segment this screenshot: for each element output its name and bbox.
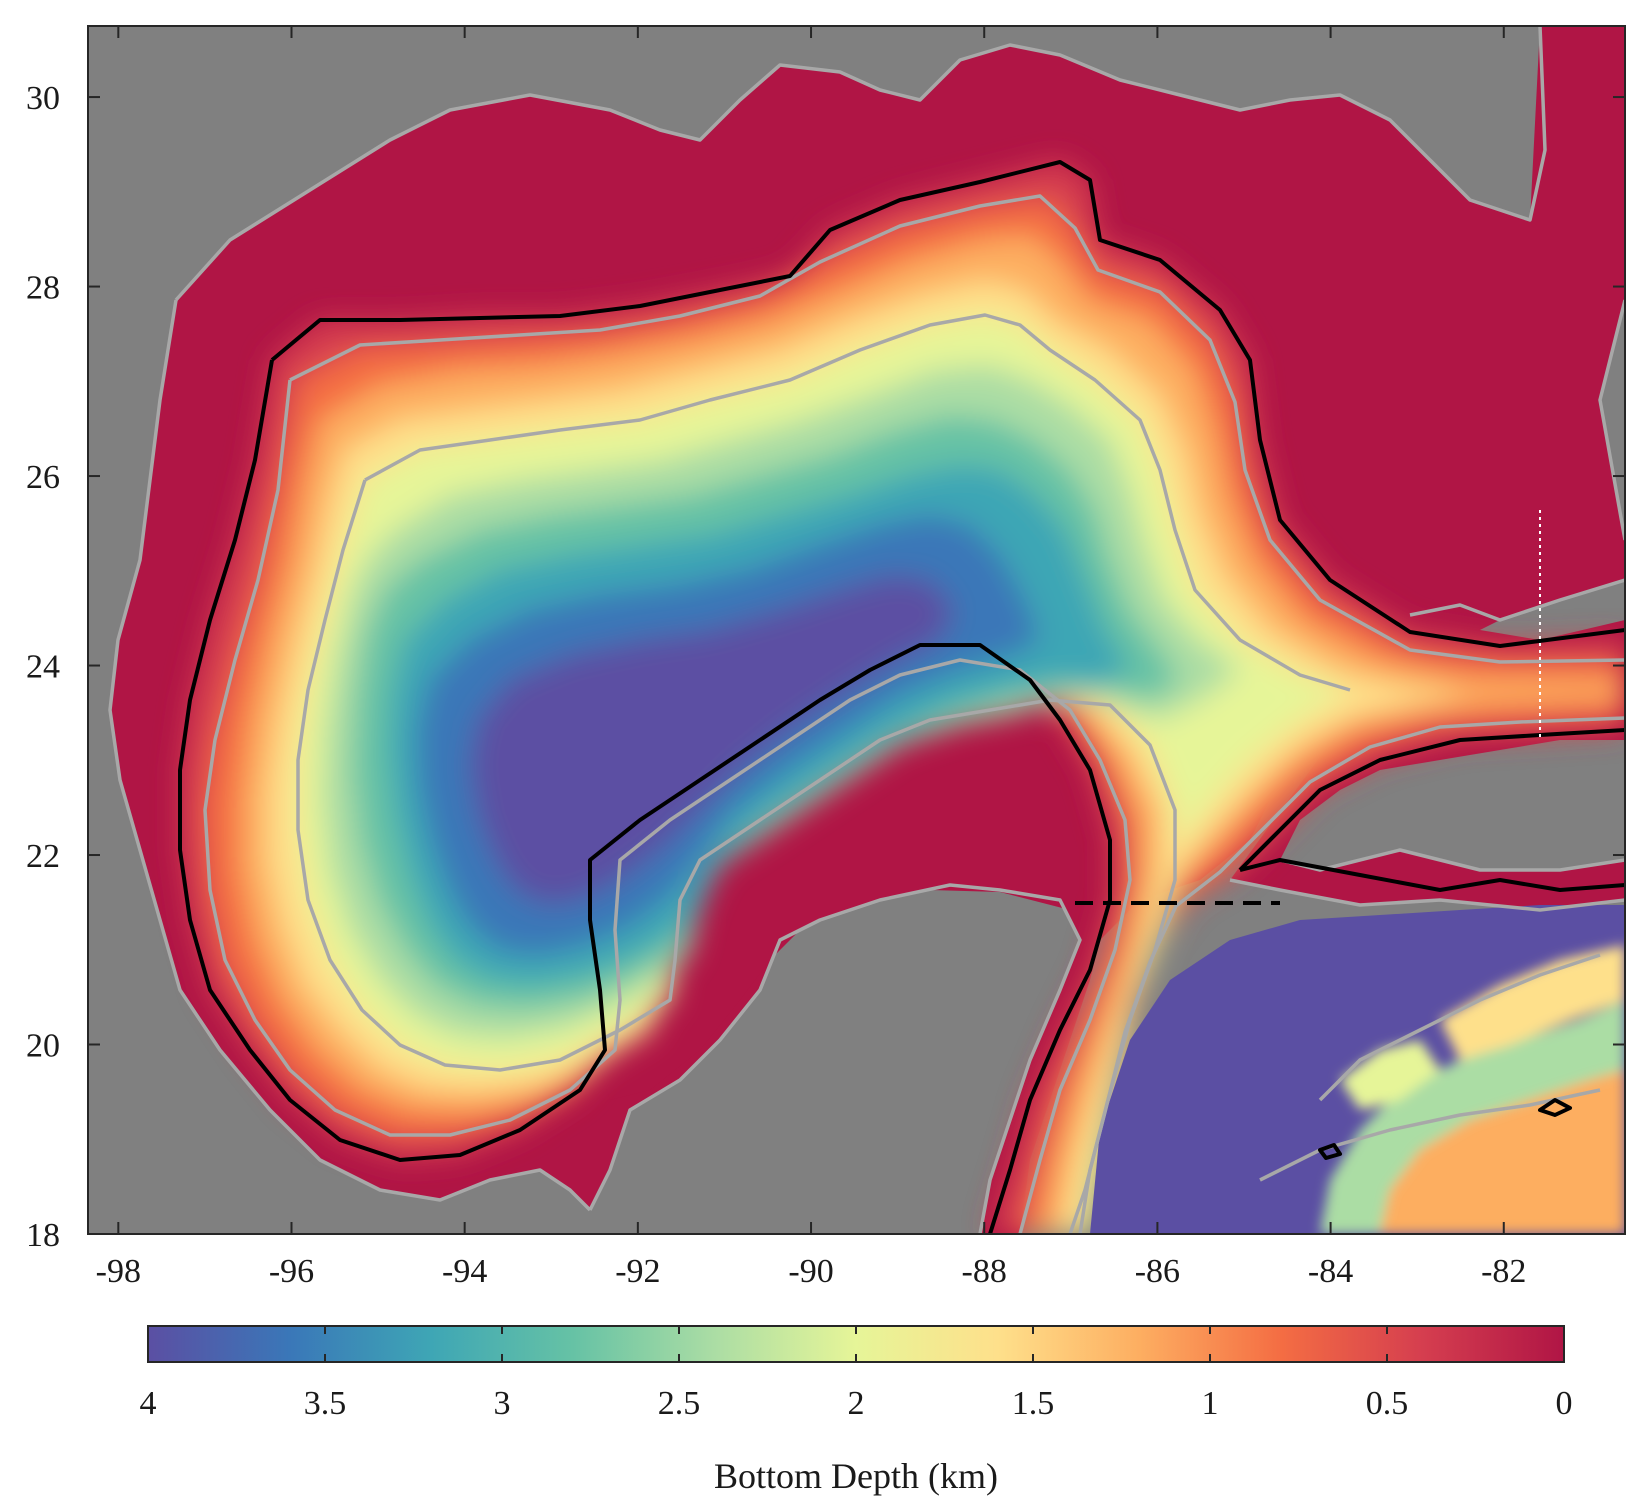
x-axis: -98 -96 -94 -92 -90 -88 -86 -84 -82 [96,26,1526,1290]
y-tick-label: 26 [26,459,60,496]
plot-frame [87,25,1626,1235]
y-tick-label: 18 [26,1217,60,1254]
x-tick-label: -90 [788,1253,833,1290]
colorbar-tick-label: 2 [848,1385,865,1422]
y-tick-label: 30 [26,80,60,117]
colorbar-tick-label: 1 [1202,1385,1219,1422]
gray-isobaths [108,26,1625,1234]
x-tick-label: -94 [442,1253,487,1290]
colorbar: 4 3.5 3 2.5 2 1.5 1 0.5 0 Bottom Depth (km) [140,1325,1573,1496]
black-isobath [178,160,1625,1234]
x-tick-label: -88 [962,1253,1007,1290]
campeche-bank [560,640,1100,1100]
colorbar-tick-label: 0.5 [1366,1385,1409,1422]
colorbar-tick-label: 0 [1556,1385,1573,1422]
x-tick-label: -98 [96,1253,141,1290]
colorbar-ticks: 4 3.5 3 2.5 2 1.5 1 0.5 0 [140,1326,1573,1422]
x-tick-label: -92 [615,1253,660,1290]
colorbar-tick-label: 2.5 [658,1385,701,1422]
colorbar-tick-label: 1.5 [1012,1385,1055,1422]
y-tick-label: 28 [26,270,60,307]
map-panel [88,26,1625,1234]
deep-basin-layers [180,160,1625,1234]
colorbar-tick-label: 3.5 [304,1385,347,1422]
colorbar-title: Bottom Depth (km) [714,1456,998,1496]
y-tick-label: 22 [26,838,60,875]
x-tick-label: -84 [1308,1253,1353,1290]
y-axis: 30 28 26 24 22 20 18 [26,80,1625,1254]
y-tick-label: 20 [26,1028,60,1065]
x-tick-label: -82 [1481,1253,1526,1290]
x-tick-label: -96 [269,1253,314,1290]
y-tick-label: 24 [26,649,60,686]
colorbar-tick-label: 3 [494,1385,511,1422]
colorbar-tick-label: 4 [140,1385,157,1422]
x-tick-label: -86 [1135,1253,1180,1290]
